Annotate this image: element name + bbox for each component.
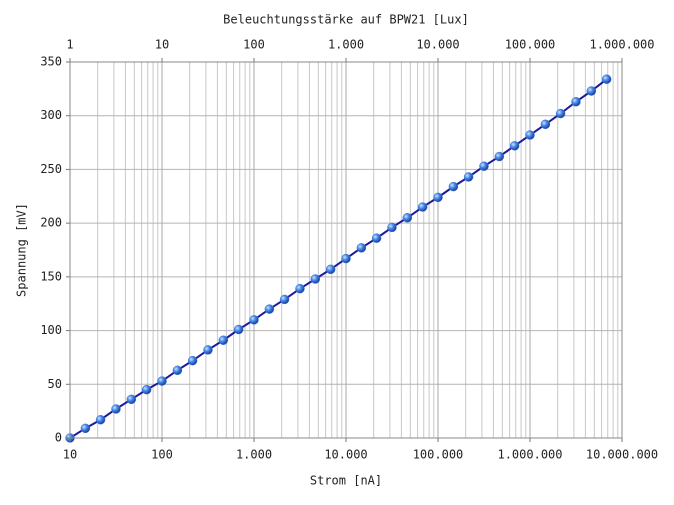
x2-tick-label: 1.000 [328,38,364,52]
x-tick-label: 100 [151,448,173,462]
y-tick-label: 100 [40,323,62,337]
data-point [310,274,321,284]
data-point [402,213,413,223]
data-point [448,181,459,192]
plot-frame [69,61,623,439]
y-tick-label: 0 [55,431,62,445]
y-tick-label: 350 [40,55,62,69]
data-point [295,283,305,294]
data-point [433,192,443,203]
data-point [111,404,121,414]
data-point [494,151,505,162]
data-point [233,324,244,335]
y-tick-label: 250 [40,162,62,176]
top-axis-title: Beleuchtungsstärke auf BPW21 [Lux] [223,13,469,27]
x-tick-label: 10 [63,448,77,462]
data-point [264,304,275,314]
y-axis-title: Spannung [mV] [15,203,29,297]
data-point [417,202,428,212]
x2-tick-label: 10 [155,38,169,52]
data-point [325,264,336,275]
data-point [187,355,198,366]
x2-tick-label: 10.000 [416,38,459,52]
x2-tick-label: 100 [243,38,265,52]
data-point [387,222,397,233]
data-point [601,74,612,84]
data-point [249,315,259,325]
x2-tick-label: 1 [66,38,73,52]
x-tick-label: 10.000.000 [586,448,658,462]
data-point [279,294,290,305]
x-axis-title: Strom [nA] [310,474,382,488]
data-point [172,365,183,376]
data-point [555,108,566,119]
data-point [371,233,382,243]
y-tick-label: 200 [40,216,62,230]
y-tick-label: 50 [48,377,62,391]
data-point [571,96,581,107]
data-point [509,141,520,151]
data-point [341,253,351,264]
data-point [157,376,167,386]
x-tick-label: 1.000.000 [497,448,562,462]
data-point [463,172,474,182]
data-point [525,130,535,140]
x-tick-label: 1.000 [236,448,272,462]
x-tick-label: 10.000 [324,448,367,462]
data-point [203,345,213,355]
y-tick-label: 300 [40,108,62,122]
data-point [80,423,91,434]
data-point [95,414,106,425]
data-point [540,119,551,130]
data-point [586,86,597,96]
data-point [356,243,367,253]
data-point [479,161,489,171]
data-point [218,335,229,345]
data-point [141,384,152,395]
x2-tick-label: 100.000 [505,38,556,52]
data-point [126,394,137,405]
y-tick-label: 150 [40,269,62,283]
x-tick-label: 100.000 [413,448,464,462]
x2-tick-label: 1.000.000 [589,38,654,52]
